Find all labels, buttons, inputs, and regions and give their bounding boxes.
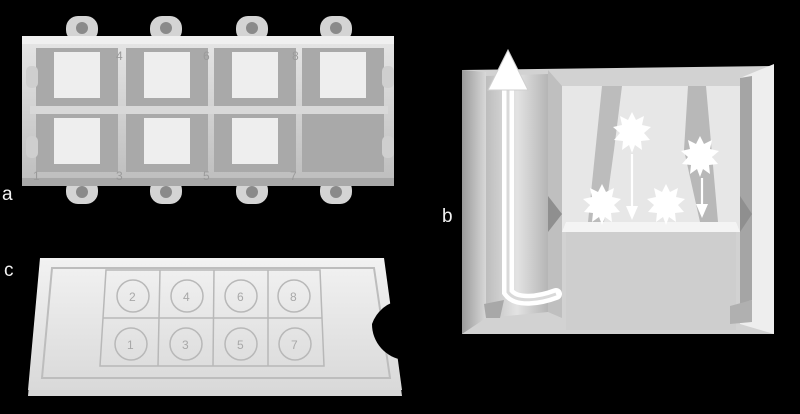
upward-flow-arrow: [487, 48, 562, 306]
plate-well-number-6: 6: [237, 290, 244, 304]
rack-number-top-3: 6: [203, 49, 210, 63]
rack-number-bottom-4: 7: [290, 169, 297, 183]
settling-arrows: [626, 154, 708, 220]
funnel-left-wall: [588, 86, 622, 222]
particle-icon: [583, 184, 621, 225]
rack-number-bottom-2: 3: [116, 169, 123, 183]
rack-top-lugs: [66, 16, 352, 42]
rack-number-top-2: 4: [116, 49, 123, 63]
return-channel: [486, 74, 548, 318]
rack-number-bottom-1: 1: [33, 169, 40, 183]
rack-compartments-top: [36, 48, 384, 106]
plate-well-number-4: 4: [183, 290, 190, 304]
plate-well-number-3: 3: [182, 338, 189, 352]
plate-well-number-8: 8: [290, 290, 297, 304]
panel-a-rack-model: 4 6 8 1 3 5 7: [22, 16, 394, 204]
particle-icon: [681, 136, 719, 177]
particle-icon: [613, 112, 651, 153]
plate-top-surface: [28, 258, 402, 390]
plate-notch: [371, 300, 412, 360]
plate-well-number-5: 5: [237, 338, 244, 352]
plate-well-grid: [99, 269, 325, 367]
rack-number-top-4: 8: [292, 49, 299, 63]
sieve-platform: [562, 222, 740, 232]
panel-label-b: b: [442, 206, 453, 227]
plate-well-number-2: 2: [129, 290, 136, 304]
particles: [583, 112, 719, 225]
panel-c-plate-model: 2 4 6 8 1 3 5 7: [28, 258, 412, 396]
panel-label-c: c: [4, 260, 14, 281]
plate-well-number-7: 7: [291, 338, 298, 352]
particle-icon: [647, 184, 685, 225]
rack-number-bottom-3: 5: [203, 169, 210, 183]
panel-label-a: a: [2, 184, 13, 205]
rack-compartments-bottom: [36, 114, 384, 172]
rack-side-clips: [26, 66, 394, 158]
plate-well-number-1: 1: [127, 338, 134, 352]
